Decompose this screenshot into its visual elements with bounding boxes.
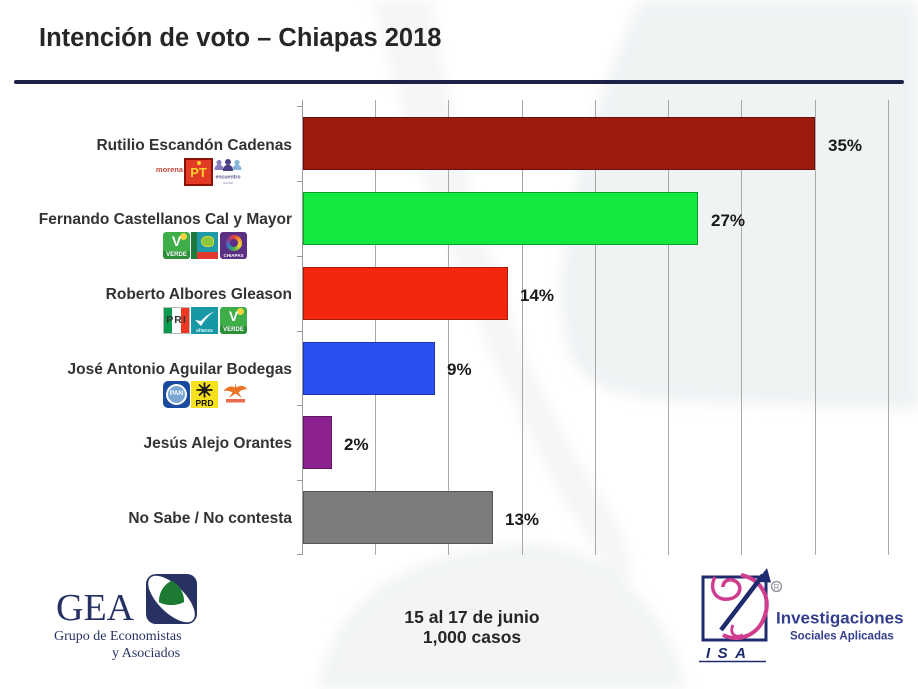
svg-text:social: social xyxy=(223,181,233,185)
svg-text:ISA: ISA xyxy=(706,645,754,662)
svg-text:encuentro: encuentro xyxy=(215,175,240,181)
svg-text:PRD: PRD xyxy=(196,398,214,408)
svg-text:R: R xyxy=(774,583,780,592)
svg-text:Sociales Aplicadas: Sociales Aplicadas xyxy=(790,631,894,643)
svg-text:alianza: alianza xyxy=(196,328,213,334)
svg-text:Investigaciones: Investigaciones xyxy=(776,609,904,628)
